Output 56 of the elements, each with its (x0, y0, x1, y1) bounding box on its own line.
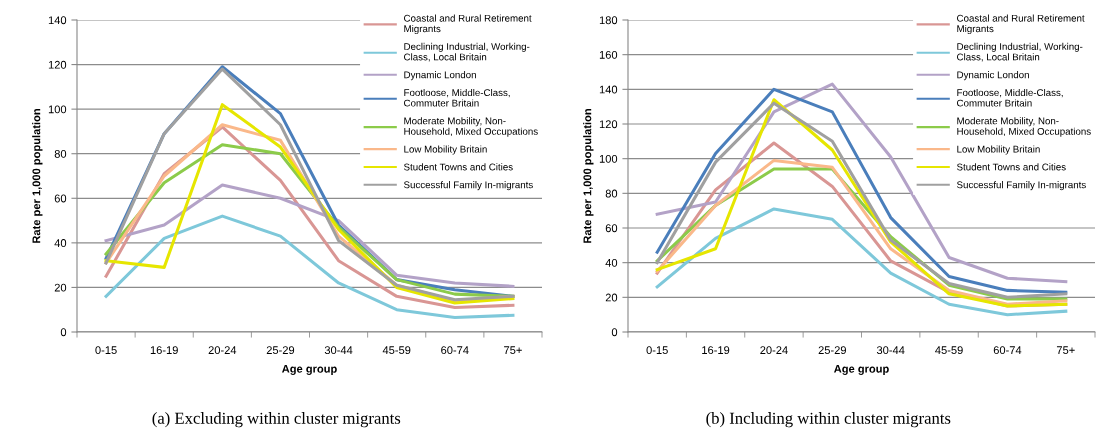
y-tick-label: 180 (599, 16, 618, 25)
y-tick-label: 100 (48, 105, 67, 114)
y-tick-label: 60 (605, 224, 618, 233)
y-tick-label: 40 (54, 239, 67, 247)
y-tick-label: 40 (605, 258, 618, 267)
legend-label: Successful Family In-migrants (957, 181, 1086, 191)
y-axis-title: Rate per 1,000 population (583, 109, 594, 243)
legend-label: Declining Industrial, Working-Class, Local Britain (957, 42, 1083, 62)
x-axis-title: Age group (834, 364, 889, 375)
x-tick-label: 25-29 (266, 346, 295, 355)
x-tick-label: 20-24 (760, 346, 788, 355)
legend-label: Declining Industrial, Working-Class, Local Britain (404, 42, 530, 62)
y-tick-label: 140 (599, 85, 618, 94)
legend-label: Successful Family In-migrants (404, 181, 533, 191)
text: (b) Including within cluster migrants (706, 412, 951, 428)
x-tick-label: 25-29 (818, 346, 846, 355)
x-tick-label: 45-59 (935, 346, 963, 355)
legend-label: Moderate Mobility, Non-Household, Mixed Occupations (404, 117, 538, 137)
y-tick-label: 80 (54, 149, 67, 158)
y-tick-label: 120 (48, 60, 67, 69)
y-axis-title: Rate per 1,000 population (32, 109, 43, 243)
y-tick-label: 60 (54, 194, 67, 203)
legend-label: Dynamic London (957, 71, 1029, 81)
legend-label: Low Mobility Britain (404, 145, 487, 155)
y-tick-label: 20 (605, 293, 618, 302)
y-tick-label: 0 (611, 328, 618, 337)
y-tick-label: 120 (599, 120, 618, 129)
x-tick-label: 75+ (1056, 346, 1075, 355)
legend-label: Student Towns and Cities (404, 163, 513, 171)
x-tick-label: 60-74 (441, 346, 469, 355)
legend-label: Low Mobility Britain (957, 145, 1040, 155)
y-tick-label: 100 (599, 154, 618, 163)
legend-label: Footloose, Middle-Class, Commuter Britain (957, 88, 1063, 107)
x-tick-label: 16-19 (702, 346, 730, 355)
x-tick-label: 0-15 (646, 346, 668, 355)
x-axis-title: Age group (282, 364, 337, 375)
text: (a) Excluding within cluster migrants (152, 412, 401, 428)
y-tick-label: 0 (60, 328, 67, 337)
legend-label: Moderate Mobility, Non-Household, Mixed Occupations (957, 117, 1091, 137)
x-tick-label: 30-44 (324, 346, 353, 355)
y-tick-label: 80 (605, 189, 618, 198)
x-tick-label: 20-24 (208, 346, 237, 355)
legend-label: Student Towns and Cities (957, 163, 1066, 171)
y-tick-label: 140 (48, 16, 67, 25)
x-tick-label: 75+ (504, 346, 522, 355)
legend-label: Footloose, Middle-Class, Commuter Britain (404, 88, 510, 107)
x-tick-label: 0-15 (95, 346, 117, 355)
x-tick-label: 60-74 (993, 346, 1022, 355)
x-tick-label: 30-44 (876, 346, 905, 355)
x-tick-label: 45-59 (382, 346, 411, 355)
legend-label: Dynamic London (404, 71, 476, 81)
legend-label: Coastal and Rural Retirement Migrants (404, 14, 532, 35)
x-tick-label: 16-19 (150, 346, 178, 355)
y-tick-label: 20 (54, 283, 67, 292)
y-tick-label: 160 (599, 50, 618, 59)
legend-label: Coastal and Rural Retirement Migrants (957, 14, 1085, 35)
